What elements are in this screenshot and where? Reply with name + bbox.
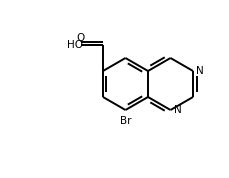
- Text: HO: HO: [66, 40, 82, 50]
- Text: Br: Br: [119, 116, 131, 126]
- Text: O: O: [76, 33, 85, 43]
- Text: N: N: [173, 105, 180, 115]
- Text: N: N: [195, 66, 203, 76]
